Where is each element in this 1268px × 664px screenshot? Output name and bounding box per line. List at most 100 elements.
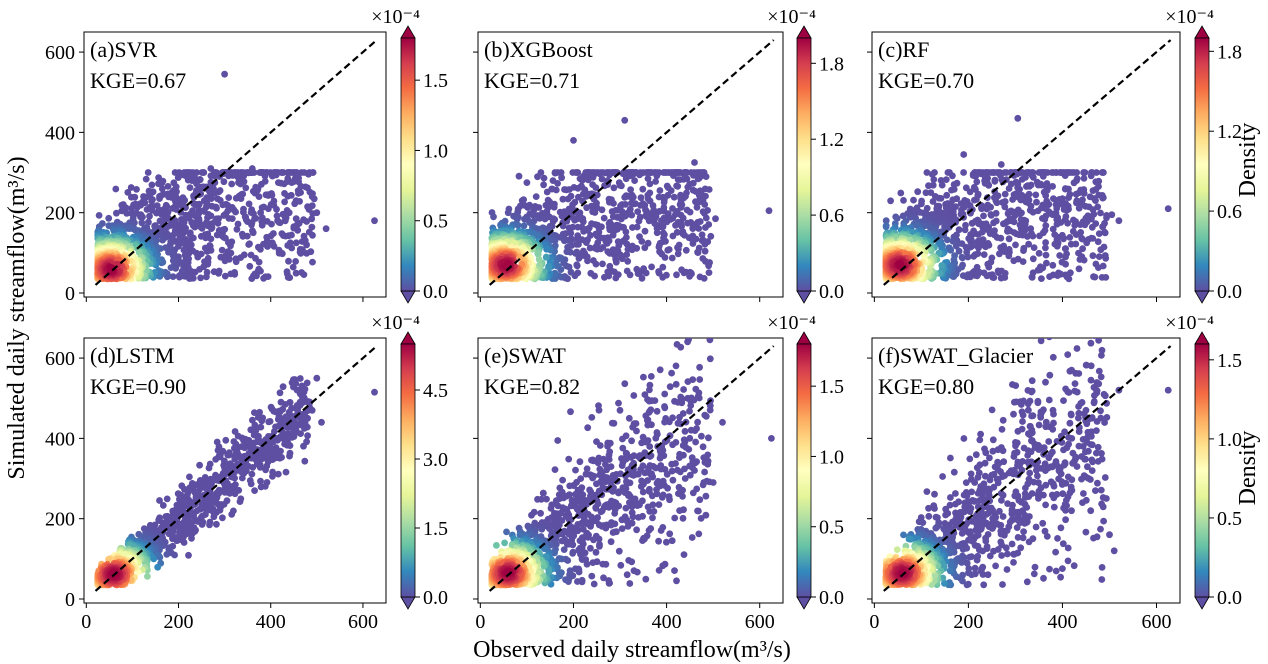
data-point [262, 191, 270, 199]
data-point [673, 182, 680, 190]
data-point [532, 193, 540, 201]
colorbar-tick-label: 1.0 [423, 140, 448, 162]
data-point [529, 211, 537, 219]
data-point [529, 230, 537, 237]
data-point [1103, 214, 1110, 222]
data-point [624, 246, 632, 253]
data-point [653, 172, 661, 180]
data-point [1032, 191, 1040, 199]
data-point [635, 217, 643, 225]
data-point [968, 219, 976, 227]
data-point [148, 181, 156, 189]
data-point [231, 490, 239, 498]
data-point [504, 209, 512, 217]
data-point [543, 188, 551, 196]
data-point [1070, 216, 1077, 224]
data-point [606, 198, 613, 206]
data-point [513, 215, 521, 223]
data-point [604, 248, 612, 256]
data-point [1066, 234, 1074, 241]
data-point [1004, 210, 1012, 218]
colorbar-tick-label: 0.0 [819, 281, 844, 303]
data-point [249, 187, 257, 195]
data-point [198, 169, 206, 176]
data-point [1005, 185, 1013, 192]
data-point [1009, 196, 1016, 203]
data-point [1101, 228, 1108, 236]
data-point [1035, 249, 1043, 257]
data-point [267, 201, 275, 208]
data-point [599, 260, 606, 268]
data-point [606, 262, 614, 270]
data-point [1020, 247, 1027, 255]
axes-frame [83, 31, 387, 298]
data-point [589, 208, 596, 216]
data-point [296, 375, 304, 382]
data-point [300, 232, 308, 240]
data-point [646, 180, 654, 188]
data-point [154, 563, 162, 571]
data-point [1012, 241, 1019, 249]
data-point [284, 242, 292, 249]
data-point [964, 253, 972, 261]
data-point [1078, 234, 1086, 242]
data-point [692, 198, 699, 206]
data-point [1079, 245, 1086, 253]
data-point [619, 170, 627, 178]
data-point [897, 261, 904, 269]
data-point [169, 252, 177, 260]
data-point [260, 274, 267, 282]
data-point [669, 205, 676, 212]
data-point [1014, 114, 1022, 122]
data-point [171, 169, 179, 176]
data-point [251, 487, 258, 494]
data-point [262, 466, 269, 474]
data-point [146, 212, 153, 220]
data-point [279, 383, 287, 391]
data-point [275, 249, 283, 257]
data-point [292, 258, 299, 265]
data-point [197, 232, 205, 240]
data-point [1069, 228, 1077, 235]
data-point [228, 180, 236, 188]
data-point [927, 189, 935, 197]
data-point [165, 193, 173, 201]
data-point [693, 203, 701, 211]
data-point [1033, 198, 1040, 206]
data-point [698, 231, 706, 239]
x-tick-label: 400 [256, 611, 286, 633]
data-point [246, 262, 254, 270]
data-point [670, 193, 678, 201]
data-point [684, 183, 692, 191]
data-point [239, 232, 247, 240]
colorbar-tick-label: 1.2 [1217, 121, 1242, 143]
data-point [601, 273, 608, 281]
colorbar-tick-label: 0.5 [423, 211, 448, 233]
data-point [281, 440, 288, 448]
data-point [175, 272, 183, 280]
data-point [258, 221, 266, 229]
data-point [929, 198, 937, 205]
data-point [310, 195, 318, 203]
scatter-points [882, 114, 1172, 283]
data-point [292, 269, 300, 277]
data-point [955, 247, 963, 255]
data-point [1086, 193, 1094, 201]
data-point [656, 187, 664, 194]
data-point [644, 195, 652, 203]
data-point [925, 182, 932, 190]
data-point [1017, 216, 1025, 223]
data-point [1073, 199, 1080, 207]
data-point [279, 210, 287, 218]
data-point [636, 233, 643, 241]
data-point [628, 199, 635, 207]
colorbar-extend-min [1194, 290, 1210, 304]
data-point [1018, 176, 1026, 183]
data-point [242, 184, 250, 192]
data-point [1076, 256, 1084, 263]
y-tick-label: 600 [45, 348, 75, 370]
data-point [997, 244, 1005, 252]
data-point [938, 262, 946, 269]
